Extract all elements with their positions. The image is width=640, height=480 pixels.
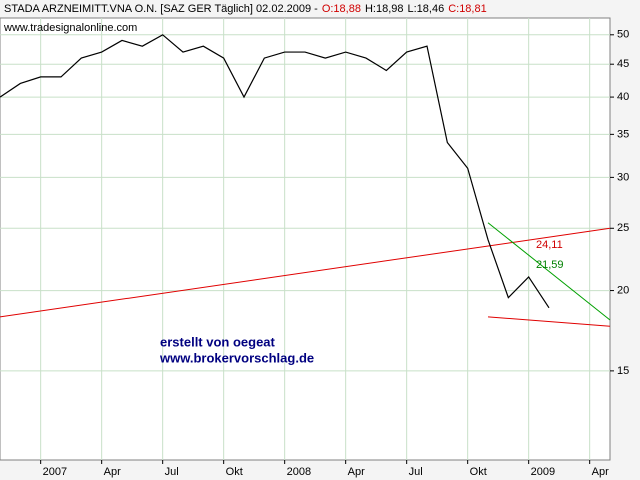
x-tick-label: 2007 <box>43 466 67 478</box>
price-line <box>0 34 550 309</box>
x-tick-label: Jul <box>165 466 179 478</box>
y-tick-label: 40 <box>617 91 629 103</box>
ohlc-value: O:18,88 <box>322 3 361 15</box>
x-tick-label: 2008 <box>287 466 311 478</box>
ohlc-value: C:18,81 <box>448 3 487 15</box>
annotation: www.tradesignalonline.com <box>3 22 137 34</box>
y-tick-label: 30 <box>617 171 629 183</box>
trendline <box>0 227 611 318</box>
ohlc-value: L:18,46 <box>407 3 444 15</box>
trendline <box>487 316 611 327</box>
y-tick-label: 20 <box>617 284 629 296</box>
annotation: 24,11 <box>536 239 563 251</box>
header-text: STADA ARZNEIMITT.VNA O.N. [SAZ GER Tägli… <box>4 3 487 15</box>
annotation: 21,59 <box>536 259 564 271</box>
x-tick-label: Jul <box>409 466 423 478</box>
x-tick-label: 2009 <box>531 466 555 478</box>
y-tick-label: 50 <box>617 29 629 41</box>
x-tick-label: Okt <box>226 466 243 478</box>
header-title: STADA ARZNEIMITT.VNA O.N. [SAZ GER Tägli… <box>4 3 318 15</box>
annotation: www.brokervorschlag.de <box>159 350 314 365</box>
x-tick-label: Apr <box>592 466 609 478</box>
x-tick-label: Okt <box>470 466 487 478</box>
plot-area <box>0 17 611 461</box>
y-tick-label: 25 <box>617 222 629 234</box>
annotation: erstellt von oegeat <box>160 334 276 349</box>
x-tick-label: Apr <box>348 466 365 478</box>
trendline <box>487 222 611 321</box>
header: STADA ARZNEIMITT.VNA O.N. [SAZ GER Tägli… <box>4 3 487 15</box>
y-tick-label: 35 <box>617 128 629 140</box>
y-tick-label: 15 <box>617 365 629 377</box>
y-tick-label: 45 <box>617 58 629 70</box>
x-tick-label: Apr <box>104 466 121 478</box>
ohlc-value: H:18,98 <box>365 3 404 15</box>
